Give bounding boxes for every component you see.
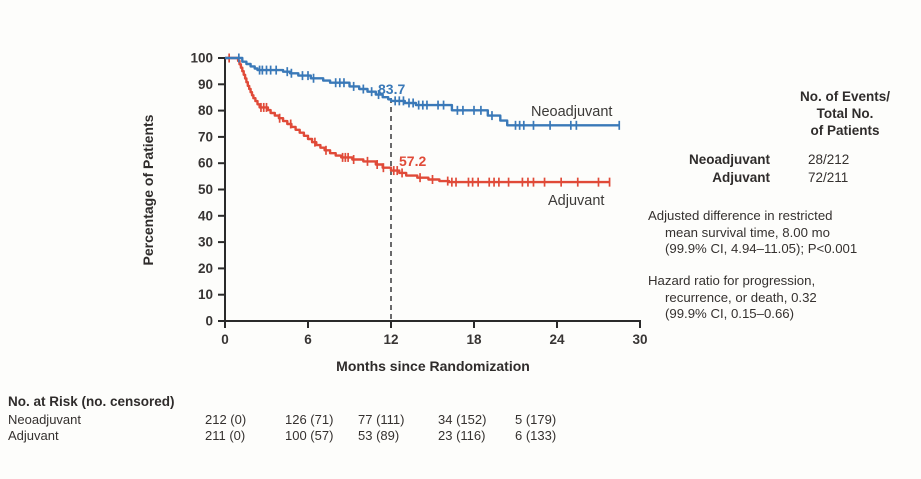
y-tick-label: 70 [198, 129, 213, 144]
risk-cell: 212 (0) [205, 412, 247, 427]
rmst-note-line: (99.9% CI, 4.94–11.05); P<0.001 [665, 241, 858, 256]
risk-row-label: Adjuvant [8, 428, 59, 443]
y-tick-label: 80 [198, 103, 213, 118]
x-tick-label: 0 [221, 332, 229, 347]
y-tick-label: 0 [205, 314, 213, 329]
curve-label-adjuvant: Adjuvant [548, 193, 605, 209]
events-row-value: 28/212 [808, 152, 850, 167]
risk-row-adjuvant: Adjuvant 211 (0) 100 (57) 53 (89) 23 (11… [8, 428, 908, 444]
hazard-note-line: recurrence, or death, 0.32 [665, 289, 817, 305]
events-header-line2: Total No. [816, 106, 874, 121]
annotation-adjuvant-12mo: 57.2 [399, 153, 427, 169]
events-row-neoadjuvant: Neoadjuvant 28/212 [640, 151, 880, 169]
rmst-note-line: Adjusted difference in restricted [648, 208, 833, 223]
events-row-label: Adjuvant [712, 169, 770, 185]
x-tick-label: 18 [466, 332, 482, 347]
risk-cell: 77 (111) [358, 412, 405, 427]
y-tick-label: 20 [198, 261, 213, 276]
y-tick-label: 40 [198, 208, 213, 223]
events-header-line3: of Patients [810, 123, 880, 138]
rmst-note: Adjusted difference in restricted mean s… [648, 208, 910, 258]
curve-label-neoadjuvant: Neoadjuvant [531, 104, 613, 120]
events-row-value: 72/211 [808, 169, 849, 185]
risk-cell: 53 (89) [358, 428, 400, 443]
events-row-label: Neoadjuvant [688, 152, 770, 167]
risk-row-label: Neoadjuvant [8, 412, 81, 427]
annotation-neoadjuvant-12mo: 83.7 [378, 81, 406, 97]
axes [224, 57, 641, 322]
risk-cell: 100 (57) [285, 428, 334, 443]
events-panel-rows: Neoadjuvant 28/212 Adjuvant 72/211 [640, 151, 880, 186]
risk-cell: 23 (116) [438, 428, 486, 443]
y-tick-label: 30 [198, 235, 213, 250]
hazard-note-line: Hazard ratio for progression, [648, 273, 816, 288]
rmst-note-line: mean survival time, 8.00 mo [665, 224, 830, 240]
y-tick-label: 50 [198, 182, 213, 197]
risk-cell: 6 (133) [515, 428, 557, 443]
events-header-line1: No. of Events/ [799, 89, 890, 104]
events-row-adjuvant: Adjuvant 72/211 [640, 169, 880, 187]
y-axis-title: Percentage of Patients [140, 114, 156, 266]
x-tick-label: 30 [632, 332, 647, 347]
events-panel-header: No. of Events/ Total No. of Patients [772, 88, 918, 139]
risk-cell: 5 (179) [515, 412, 557, 427]
y-tick-label: 100 [190, 51, 213, 66]
y-tick-label: 60 [198, 156, 213, 171]
x-tick-label: 12 [383, 332, 398, 347]
risk-cell: 211 (0) [205, 428, 246, 443]
number-at-risk-table: No. at Risk (no. censored) Neoadjuvant 2… [8, 394, 908, 444]
y-tick-label: 90 [198, 77, 213, 92]
risk-row-neoadjuvant: Neoadjuvant 212 (0) 126 (71) 77 (111) 34… [8, 412, 908, 428]
x-axis-title: Months since Randomization [336, 358, 530, 374]
risk-cell: 126 (71) [285, 412, 334, 427]
x-tick-label: 6 [304, 332, 312, 347]
hazard-ratio-note: Hazard ratio for progression, recurrence… [648, 273, 910, 323]
x-tick-label: 24 [549, 332, 565, 347]
risk-table-title: No. at Risk (no. censored) [8, 394, 175, 409]
y-tick-label: 10 [198, 287, 213, 302]
risk-cell: 34 (152) [438, 412, 487, 427]
hazard-note-line: (99.9% CI, 0.15–0.66) [665, 306, 795, 321]
